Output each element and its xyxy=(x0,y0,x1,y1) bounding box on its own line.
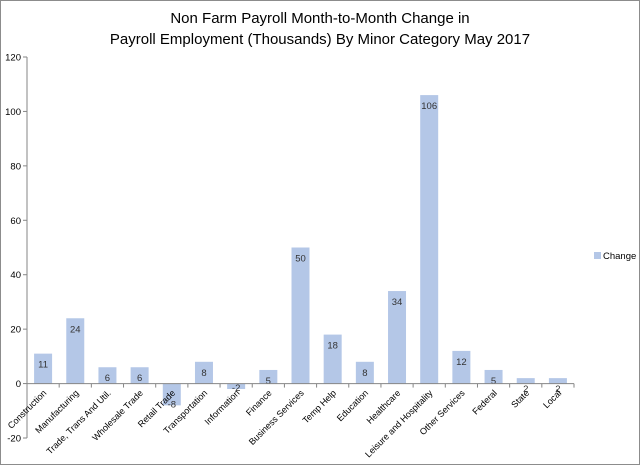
chart-title-line-2: Payroll Employment (Thousands) By Minor … xyxy=(110,31,530,48)
bar xyxy=(548,378,567,384)
data-label: 2 xyxy=(555,384,560,395)
bar xyxy=(162,383,181,406)
data-label: 106 xyxy=(421,101,437,112)
y-tick-label: 0 xyxy=(16,379,21,390)
data-label: 18 xyxy=(327,341,338,352)
data-label: 12 xyxy=(456,357,467,368)
bar xyxy=(66,318,85,384)
data-label: 8 xyxy=(201,368,206,379)
legend: Change xyxy=(594,251,636,262)
x-category-label: Federal xyxy=(470,388,499,417)
data-label: 5 xyxy=(266,376,271,387)
bar xyxy=(452,350,471,384)
y-tick-label: -20 xyxy=(7,434,21,445)
bar xyxy=(388,291,407,384)
data-label: 2 xyxy=(523,384,528,395)
legend-label: Change xyxy=(603,251,636,262)
data-label: 6 xyxy=(137,373,142,384)
y-tick-label: 60 xyxy=(10,216,21,227)
data-label: 5 xyxy=(491,376,496,387)
x-category-label: Information xyxy=(203,388,242,427)
bar xyxy=(355,361,374,384)
bar xyxy=(291,247,310,384)
data-label: 50 xyxy=(295,254,306,265)
bar xyxy=(420,95,439,384)
x-category-label: Business Services xyxy=(247,388,306,447)
y-tick-label: 80 xyxy=(10,161,21,172)
bar xyxy=(516,378,535,384)
data-label: 34 xyxy=(392,297,403,308)
legend-swatch xyxy=(594,252,601,259)
bar-series: 11 24 6 6 -8 8 -2 5 50 18 8 34 106 12 5 2 2 xyxy=(34,95,567,410)
x-category-label: Temp Help xyxy=(301,388,338,425)
data-label: 11 xyxy=(38,360,48,371)
data-label: 24 xyxy=(70,324,81,335)
bar xyxy=(323,334,342,384)
bar xyxy=(194,361,213,384)
data-label: -8 xyxy=(168,399,176,410)
y-tick-label: 120 xyxy=(5,53,21,64)
y-tick-label: 100 xyxy=(5,107,21,118)
chart-title-line-1: Non Farm Payroll Month-to-Month Change i… xyxy=(170,10,469,27)
chart-title: Non Farm Payroll Month-to-Month Change i… xyxy=(110,10,530,48)
data-label: 6 xyxy=(105,373,110,384)
y-tick-label: 20 xyxy=(10,325,21,336)
data-label: 8 xyxy=(362,368,367,379)
bar xyxy=(484,369,503,384)
bar xyxy=(98,367,117,384)
bar xyxy=(130,367,149,384)
bar xyxy=(259,369,278,384)
data-label: -2 xyxy=(232,383,240,394)
bar xyxy=(227,383,246,390)
y-axis: -20 0 20 40 60 80 100 120 xyxy=(5,53,28,445)
x-category-label: Finance xyxy=(244,388,274,418)
y-tick-label: 40 xyxy=(10,270,21,281)
bar xyxy=(34,353,53,384)
